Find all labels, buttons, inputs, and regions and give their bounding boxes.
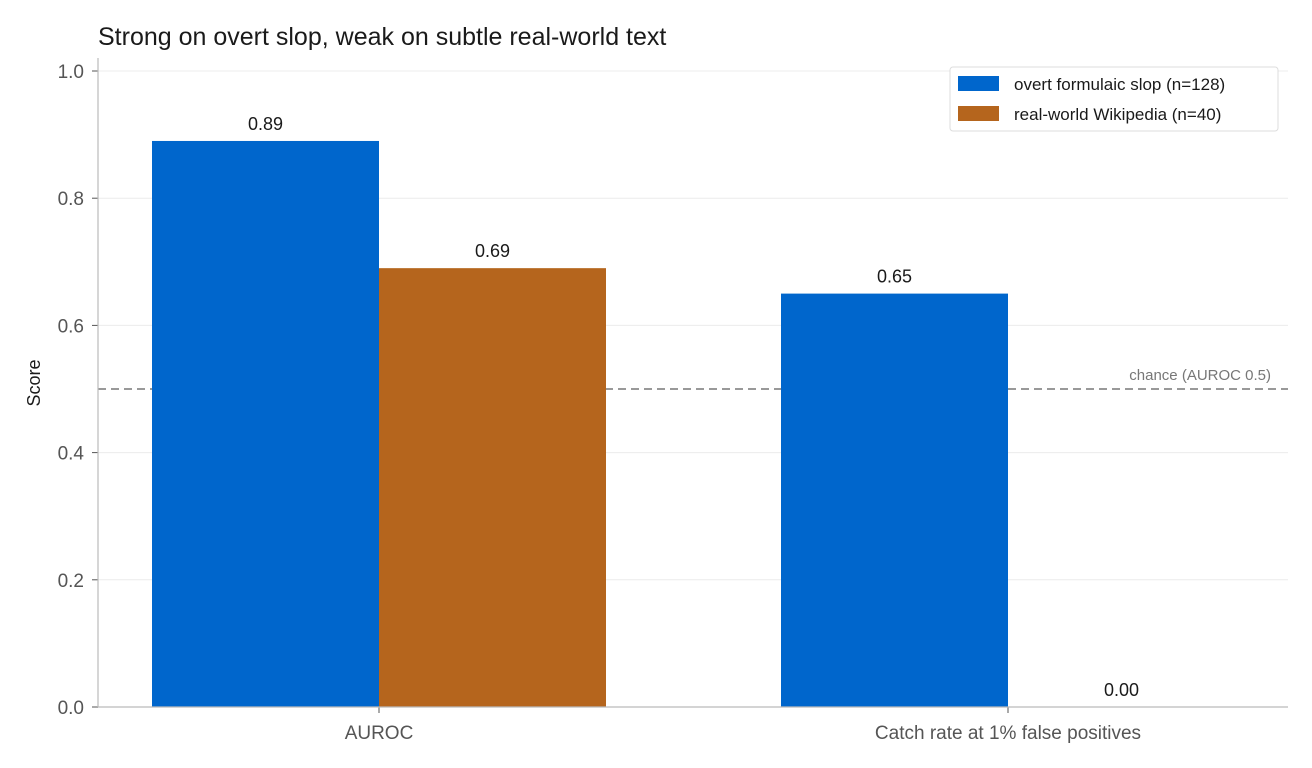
bar-wikipedia-auroc — [379, 268, 606, 707]
data-label: 0.69 — [475, 241, 510, 261]
chance-label: chance (AUROC 0.5) — [1129, 367, 1271, 384]
x-tick-label: Catch rate at 1% false positives — [875, 723, 1141, 744]
bars: 0.89 0.69 0.65 0.00 — [152, 114, 1139, 707]
data-label: 0.65 — [877, 267, 912, 287]
chart-title: Strong on overt slop, weak on subtle rea… — [98, 23, 666, 51]
legend-label: overt formulaic slop (n=128) — [1014, 75, 1225, 94]
y-tick-label: 1.0 — [58, 62, 84, 83]
legend-box — [949, 66, 1279, 132]
bar-overt-slop-auroc — [152, 140, 379, 707]
y-tick-label: 0.0 — [58, 698, 84, 719]
legend-swatch — [958, 76, 999, 91]
legend: overt formulaic slop (n=128) real-world W… — [949, 66, 1279, 132]
y-tick-label: 0.6 — [58, 316, 84, 337]
y-axis-title: Score — [24, 359, 44, 406]
y-tick-label: 0.8 — [58, 189, 84, 210]
data-label: 0.89 — [248, 114, 283, 134]
data-label: 0.00 — [1104, 680, 1139, 700]
legend-label: real-world Wikipedia (n=40) — [1014, 105, 1221, 124]
y-tick-label: 0.2 — [58, 571, 84, 592]
bar-overt-slop-catch-rate — [781, 293, 1008, 707]
axes: 0.0 0.2 0.4 0.6 0.8 1.0 AUROC Catch rate at 1% … — [58, 58, 1288, 744]
y-tick-label: 0.4 — [58, 444, 85, 465]
legend-swatch — [958, 106, 999, 121]
x-tick-label: AUROC — [345, 723, 414, 744]
